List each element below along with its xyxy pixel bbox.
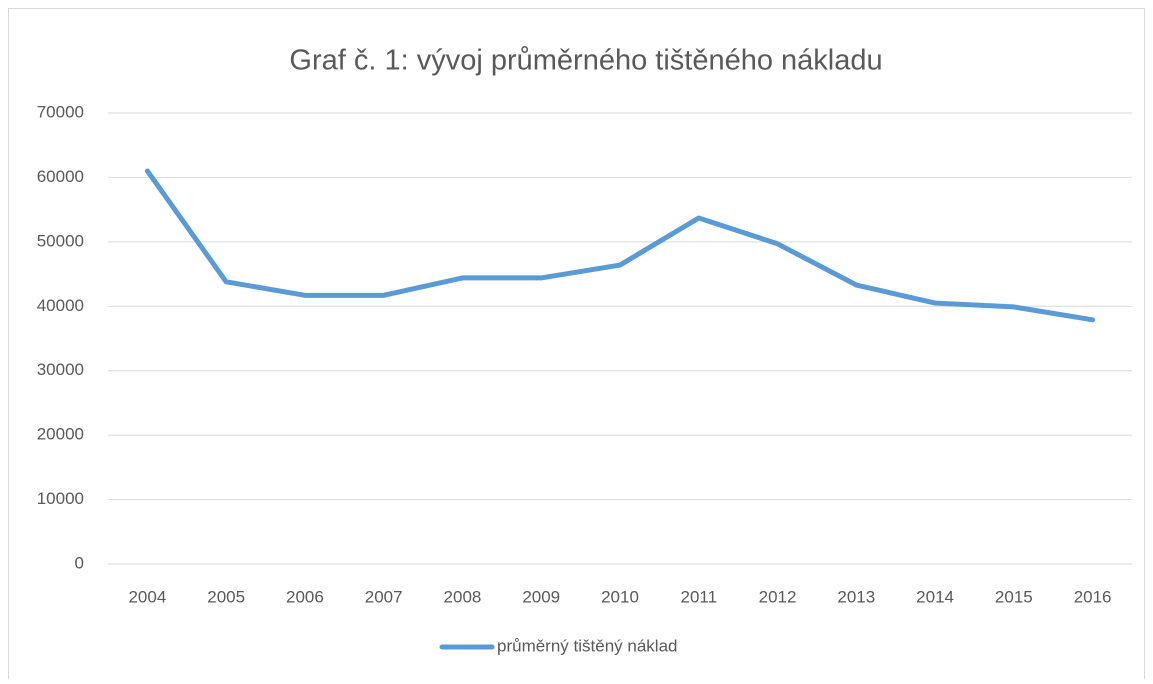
y-tick-label: 50000 (37, 231, 84, 250)
x-tick-label: 2011 (680, 587, 717, 606)
x-tick-label: 2009 (522, 587, 560, 606)
y-tick-label: 70000 (37, 102, 84, 121)
y-tick-label: 60000 (37, 167, 84, 186)
x-tick-label: 2010 (601, 587, 639, 606)
x-tick-label: 2014 (916, 587, 954, 606)
y-tick-label: 30000 (37, 360, 84, 379)
y-tick-label: 40000 (37, 296, 84, 315)
x-tick-label: 2015 (995, 587, 1033, 606)
y-tick-label: 10000 (37, 489, 84, 508)
chart-frame (8, 8, 1145, 684)
x-tick-label: 2004 (128, 587, 166, 606)
x-tick-label: 2012 (759, 587, 797, 606)
x-tick-label: 2013 (837, 587, 875, 606)
x-tick-label: 2005 (207, 587, 245, 606)
x-tick-label: 2006 (286, 587, 324, 606)
data-line (144, 168, 1096, 323)
x-tick-label: 2008 (444, 587, 482, 606)
legend-label: průměrný tištěný náklad (497, 636, 677, 655)
x-tick-label: 2016 (1074, 587, 1112, 606)
chart-title: Graf č. 1: vývoj průměrného tištěného ná… (289, 45, 882, 77)
y-tick-label: 0 (75, 553, 84, 572)
y-tick-label: 20000 (37, 425, 84, 444)
x-tick-label: 2007 (365, 587, 403, 606)
